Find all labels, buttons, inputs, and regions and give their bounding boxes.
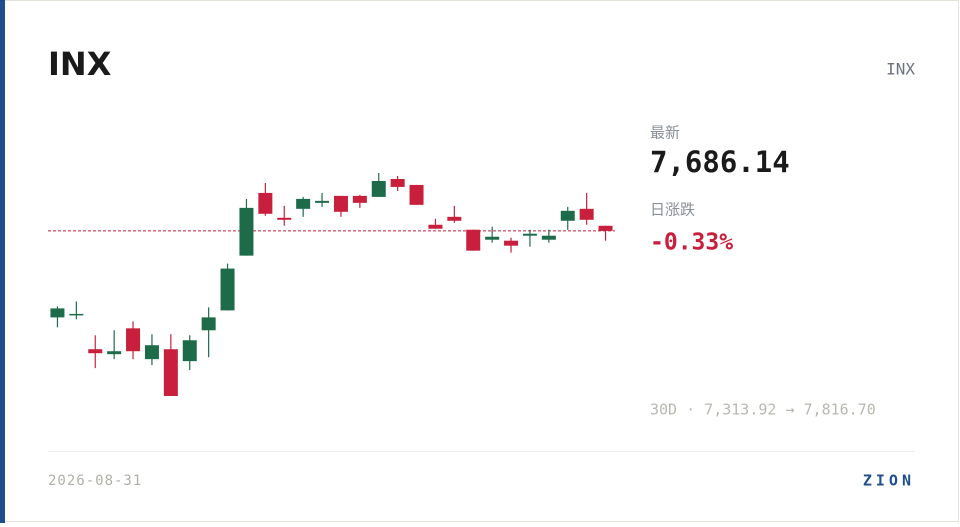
candle-body [182,340,197,362]
candle-body [126,328,141,352]
candle-body [428,224,443,229]
title: INX [48,45,112,83]
candle-body [504,240,519,246]
candle-body [201,317,216,331]
candle-body [466,229,481,251]
candle-body [50,308,65,318]
candle-body [258,192,273,214]
change-value: -0.33% [650,230,733,256]
candle-body [144,345,159,360]
plot [48,173,615,396]
candle-body [390,178,405,187]
ticker: INX [886,60,915,79]
candle-body [541,235,556,240]
candle-body [107,351,122,355]
candle-body [409,184,424,205]
last-value: 7,686.14 [650,145,790,179]
candle-body [69,313,84,316]
candle-body [220,268,235,311]
candle-body [296,198,311,209]
last-label: 最新 [650,124,680,142]
candle-body [239,207,254,256]
candle-body [560,210,575,221]
candle-body [333,195,348,212]
candle-body [163,349,178,396]
range: 30D · 7,313.92 → 7,816.70 [650,401,876,419]
date: 2026-08-31 [48,473,142,489]
accent-bar [0,0,5,523]
candle-body [277,217,292,220]
candle-body [579,208,594,220]
candle-body [522,233,537,236]
candle-body [447,216,462,221]
change-label: 日涨跌 [650,201,695,219]
candle-body [88,349,103,354]
candle-body [371,180,386,197]
candle-body [598,225,613,231]
candle-body [315,200,330,203]
candle-body [485,236,500,240]
brand: ZION [863,472,915,490]
candle-body [352,195,367,203]
